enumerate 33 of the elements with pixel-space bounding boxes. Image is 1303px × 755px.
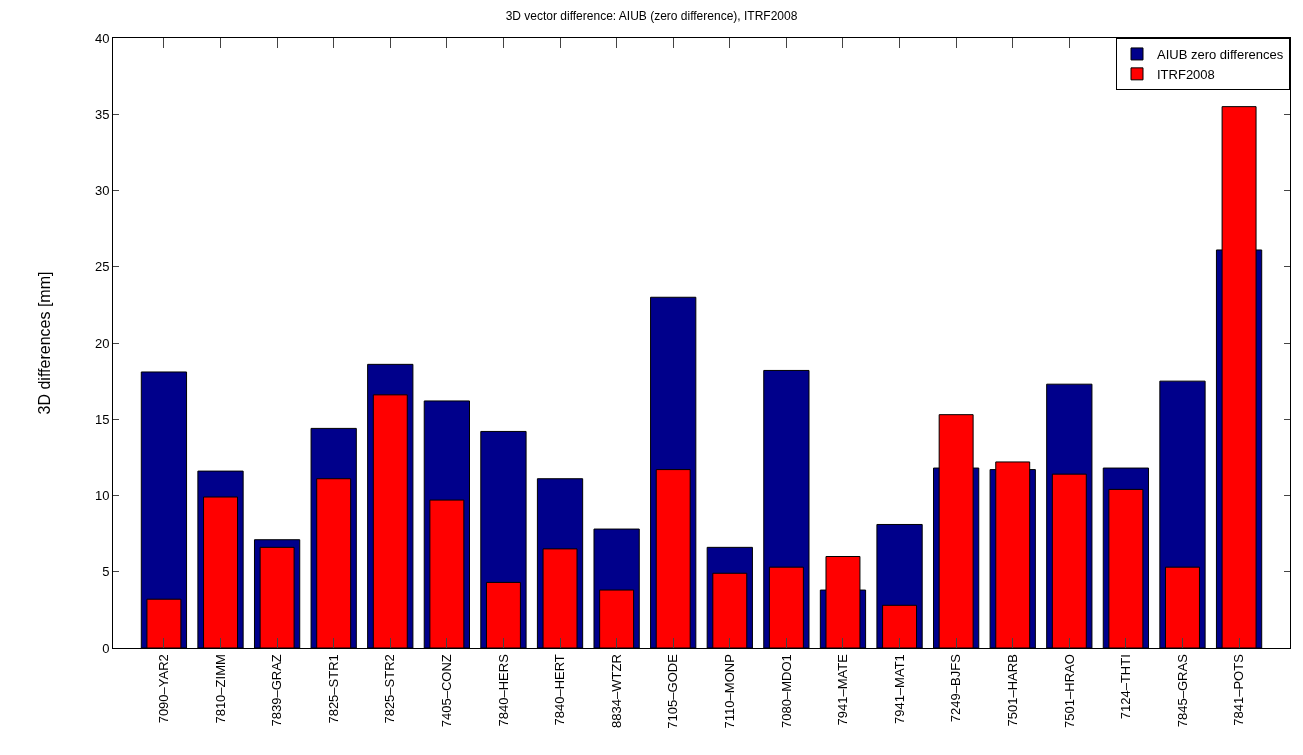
y-tick-label: 10 — [94, 488, 110, 504]
y-tick-label: 30 — [94, 183, 110, 199]
x-tick-label: 7841–POTS — [1231, 653, 1247, 726]
x-tick-label: 7941–MATE — [835, 653, 851, 726]
x-tick-label: 7825–STR1 — [325, 654, 341, 724]
x-tick-label: 7840–HERT — [552, 654, 568, 726]
legend-label: AIUB zero differences — [1157, 47, 1284, 63]
legend-label: ITRF2008 — [1157, 66, 1215, 82]
y-tick-label: 20 — [94, 335, 110, 351]
x-tick-label: 7105–GODE — [665, 653, 681, 729]
x-tick-label: 7405–CONZ — [439, 654, 455, 728]
y-tick-label: 5 — [102, 564, 110, 580]
x-tick-label: 7110–MONP — [722, 654, 738, 729]
x-tick-label: 8834–WTZR — [608, 654, 624, 728]
x-tick-label: 7249–BJFS — [948, 653, 964, 723]
y-tick-label: 40 — [94, 30, 110, 46]
x-tick-label: 7839–GRAZ — [269, 654, 285, 727]
x-tick-label: 7825–STR2 — [382, 654, 398, 724]
x-tick-label: 7080–MDO1 — [778, 654, 794, 728]
y-axis-title: 3D differences [mm] — [35, 271, 53, 415]
x-tick-label: 7501–HARB — [1004, 654, 1020, 727]
y-tick-label: 0 — [102, 640, 110, 656]
x-tick-label: 7124–THTI — [1118, 654, 1134, 720]
x-tick-label: 7941–MAT1 — [891, 654, 907, 725]
x-tick-label: 7810–ZIMM — [212, 654, 228, 724]
y-tick-label: 25 — [94, 259, 110, 275]
x-tick-label: 7090–YAR2 — [156, 654, 172, 724]
y-tick-label: 35 — [94, 106, 110, 122]
y-tick-label: 15 — [94, 411, 110, 427]
x-tick-label: 7845–GRAS — [1174, 653, 1190, 728]
x-tick-label: 7501–HRAO — [1061, 654, 1077, 728]
x-tick-label: 7840–HERS — [495, 653, 511, 727]
chart-title: 3D vector difference: AIUB (zero difference), ITRF2008 — [505, 8, 798, 23]
